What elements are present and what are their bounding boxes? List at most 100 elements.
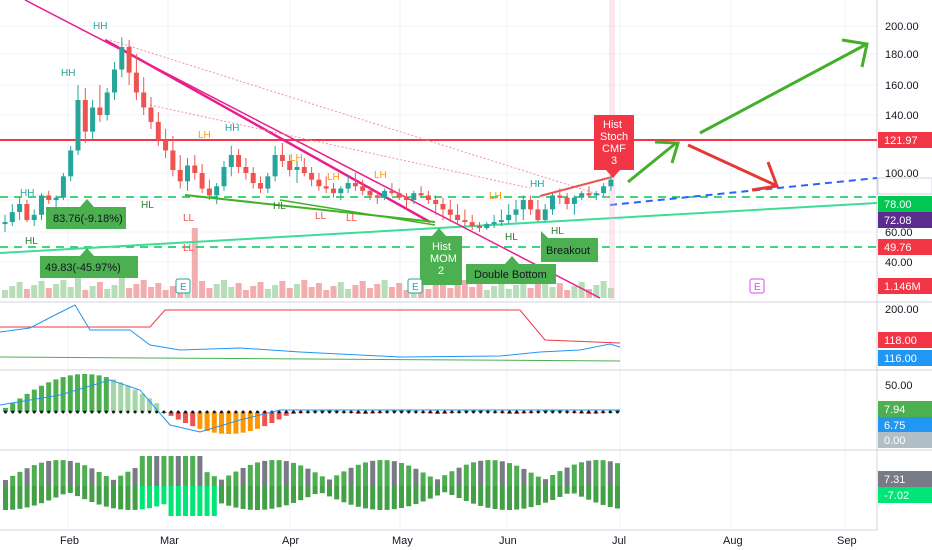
dotted-trend-line-2 xyxy=(149,104,531,189)
zero-dot xyxy=(616,410,619,414)
price-axis[interactable]: 200.00180.00160.00140.00100.0080.0060.00… xyxy=(877,21,932,503)
hist-down-bar xyxy=(305,486,311,498)
hist-up-bar xyxy=(571,464,577,486)
callout-hist-stoch: Hist Stoch CMF 3 xyxy=(594,115,634,178)
zero-dot xyxy=(97,410,101,414)
candle-body xyxy=(433,200,439,204)
hist-down-bar xyxy=(175,486,181,516)
pivot-lh: LH xyxy=(374,170,387,181)
candle-body xyxy=(287,160,293,170)
momentum-bar xyxy=(190,412,196,427)
hist-down-bar xyxy=(233,486,239,508)
hist-up-bar xyxy=(67,461,73,486)
volume-bar xyxy=(345,289,352,298)
volume-bar xyxy=(67,287,74,298)
momentum-bar xyxy=(204,412,210,432)
hist-stoch-line3: CMF xyxy=(602,143,626,155)
hist-down-bar xyxy=(399,486,404,509)
pivot-labels: HH HH HH HH HH LH LH LH LH LH HL HL HL H… xyxy=(20,21,564,254)
hist-down-bar xyxy=(96,486,102,505)
momentum-bar xyxy=(96,375,102,412)
zero-dot xyxy=(378,410,382,414)
zero-dot xyxy=(558,410,562,414)
zero-dot xyxy=(349,410,353,414)
hist-up-bar xyxy=(463,464,469,486)
pane2-red-line xyxy=(0,309,621,344)
hist-up-bar xyxy=(255,462,260,486)
candlesticks xyxy=(2,37,614,232)
time-axis[interactable]: Feb Mar Apr May Jun Jul Aug Sep xyxy=(0,529,877,547)
hist-up-bar xyxy=(384,460,390,486)
candle-body xyxy=(455,214,461,221)
hist-up-bar xyxy=(334,475,340,486)
hist-stoch-line1: Hist xyxy=(603,119,622,131)
pivot-ll: LL xyxy=(183,243,195,254)
zero-dot xyxy=(90,410,94,414)
volume-bar xyxy=(534,284,541,298)
zero-dot xyxy=(83,410,87,414)
hist-mom-line1: Hist xyxy=(432,241,451,253)
volume-bar xyxy=(104,289,111,298)
volume-bar xyxy=(162,290,169,298)
price-badge xyxy=(877,177,932,195)
candle-body xyxy=(60,176,66,198)
pivot-lh: LH xyxy=(198,130,211,141)
red-arrow xyxy=(687,143,776,187)
callout-double-bottom: Double Bottom xyxy=(466,256,556,284)
callout-pct1: 83.76(-9.18%) xyxy=(46,199,126,229)
hist-down-bar xyxy=(319,486,325,494)
volume-bar xyxy=(549,287,556,298)
zero-dot xyxy=(601,410,605,414)
earnings-marker[interactable]: E xyxy=(407,278,423,294)
zero-dot xyxy=(400,410,403,414)
momentum-bar xyxy=(139,393,145,412)
zero-dot xyxy=(428,410,432,414)
hist-down-bar xyxy=(190,486,196,516)
candle-body xyxy=(46,195,52,200)
volume-bar xyxy=(133,284,140,298)
hist-up-bar xyxy=(233,471,239,486)
volume-bar xyxy=(432,285,439,298)
price-badge xyxy=(878,212,932,228)
candle-body xyxy=(221,166,227,187)
price-badge-label: 92.23 xyxy=(884,181,912,193)
pivot-hl: HL xyxy=(273,201,286,212)
volume-bar xyxy=(140,280,147,298)
hist-down-bar xyxy=(499,486,505,510)
hist-up-bar xyxy=(31,465,37,486)
zero-dot xyxy=(61,410,65,414)
zero-dot xyxy=(306,410,310,414)
zero-dot xyxy=(421,410,425,414)
earnings-marker[interactable]: E xyxy=(749,278,765,294)
green-trend-line xyxy=(184,194,436,223)
indicator-pane-4 xyxy=(3,456,620,516)
pivot-lh: LH xyxy=(290,153,303,164)
hist-down-bar xyxy=(298,486,304,501)
hist-down-bar xyxy=(31,486,37,506)
volume-bar xyxy=(9,286,16,298)
candle-body xyxy=(360,186,366,191)
pane2-badge xyxy=(878,350,932,366)
volume-bar xyxy=(367,288,373,298)
hist-up-bar xyxy=(39,462,44,486)
volume-bar xyxy=(469,287,476,298)
momentum-bar xyxy=(262,412,268,427)
hist-up-bar xyxy=(543,479,548,486)
hist-up-bar xyxy=(219,479,224,486)
hist-down-bar xyxy=(161,486,167,505)
red-trend-line xyxy=(539,176,613,197)
volume-bar xyxy=(45,288,52,298)
candle-body xyxy=(418,193,424,196)
hist-up-bar xyxy=(168,456,174,486)
hist-down-bar xyxy=(183,486,188,516)
price-tick-label: 160.00 xyxy=(885,80,919,92)
time-axis-label: May xyxy=(392,535,413,547)
earnings-marker[interactable]: E xyxy=(175,278,191,294)
hist-down-bar xyxy=(327,486,332,497)
hist-up-bar xyxy=(111,479,116,486)
candle-body xyxy=(579,193,585,198)
pivot-ll: LL xyxy=(346,213,358,224)
price-badge xyxy=(878,278,932,294)
zero-dot xyxy=(220,410,223,414)
